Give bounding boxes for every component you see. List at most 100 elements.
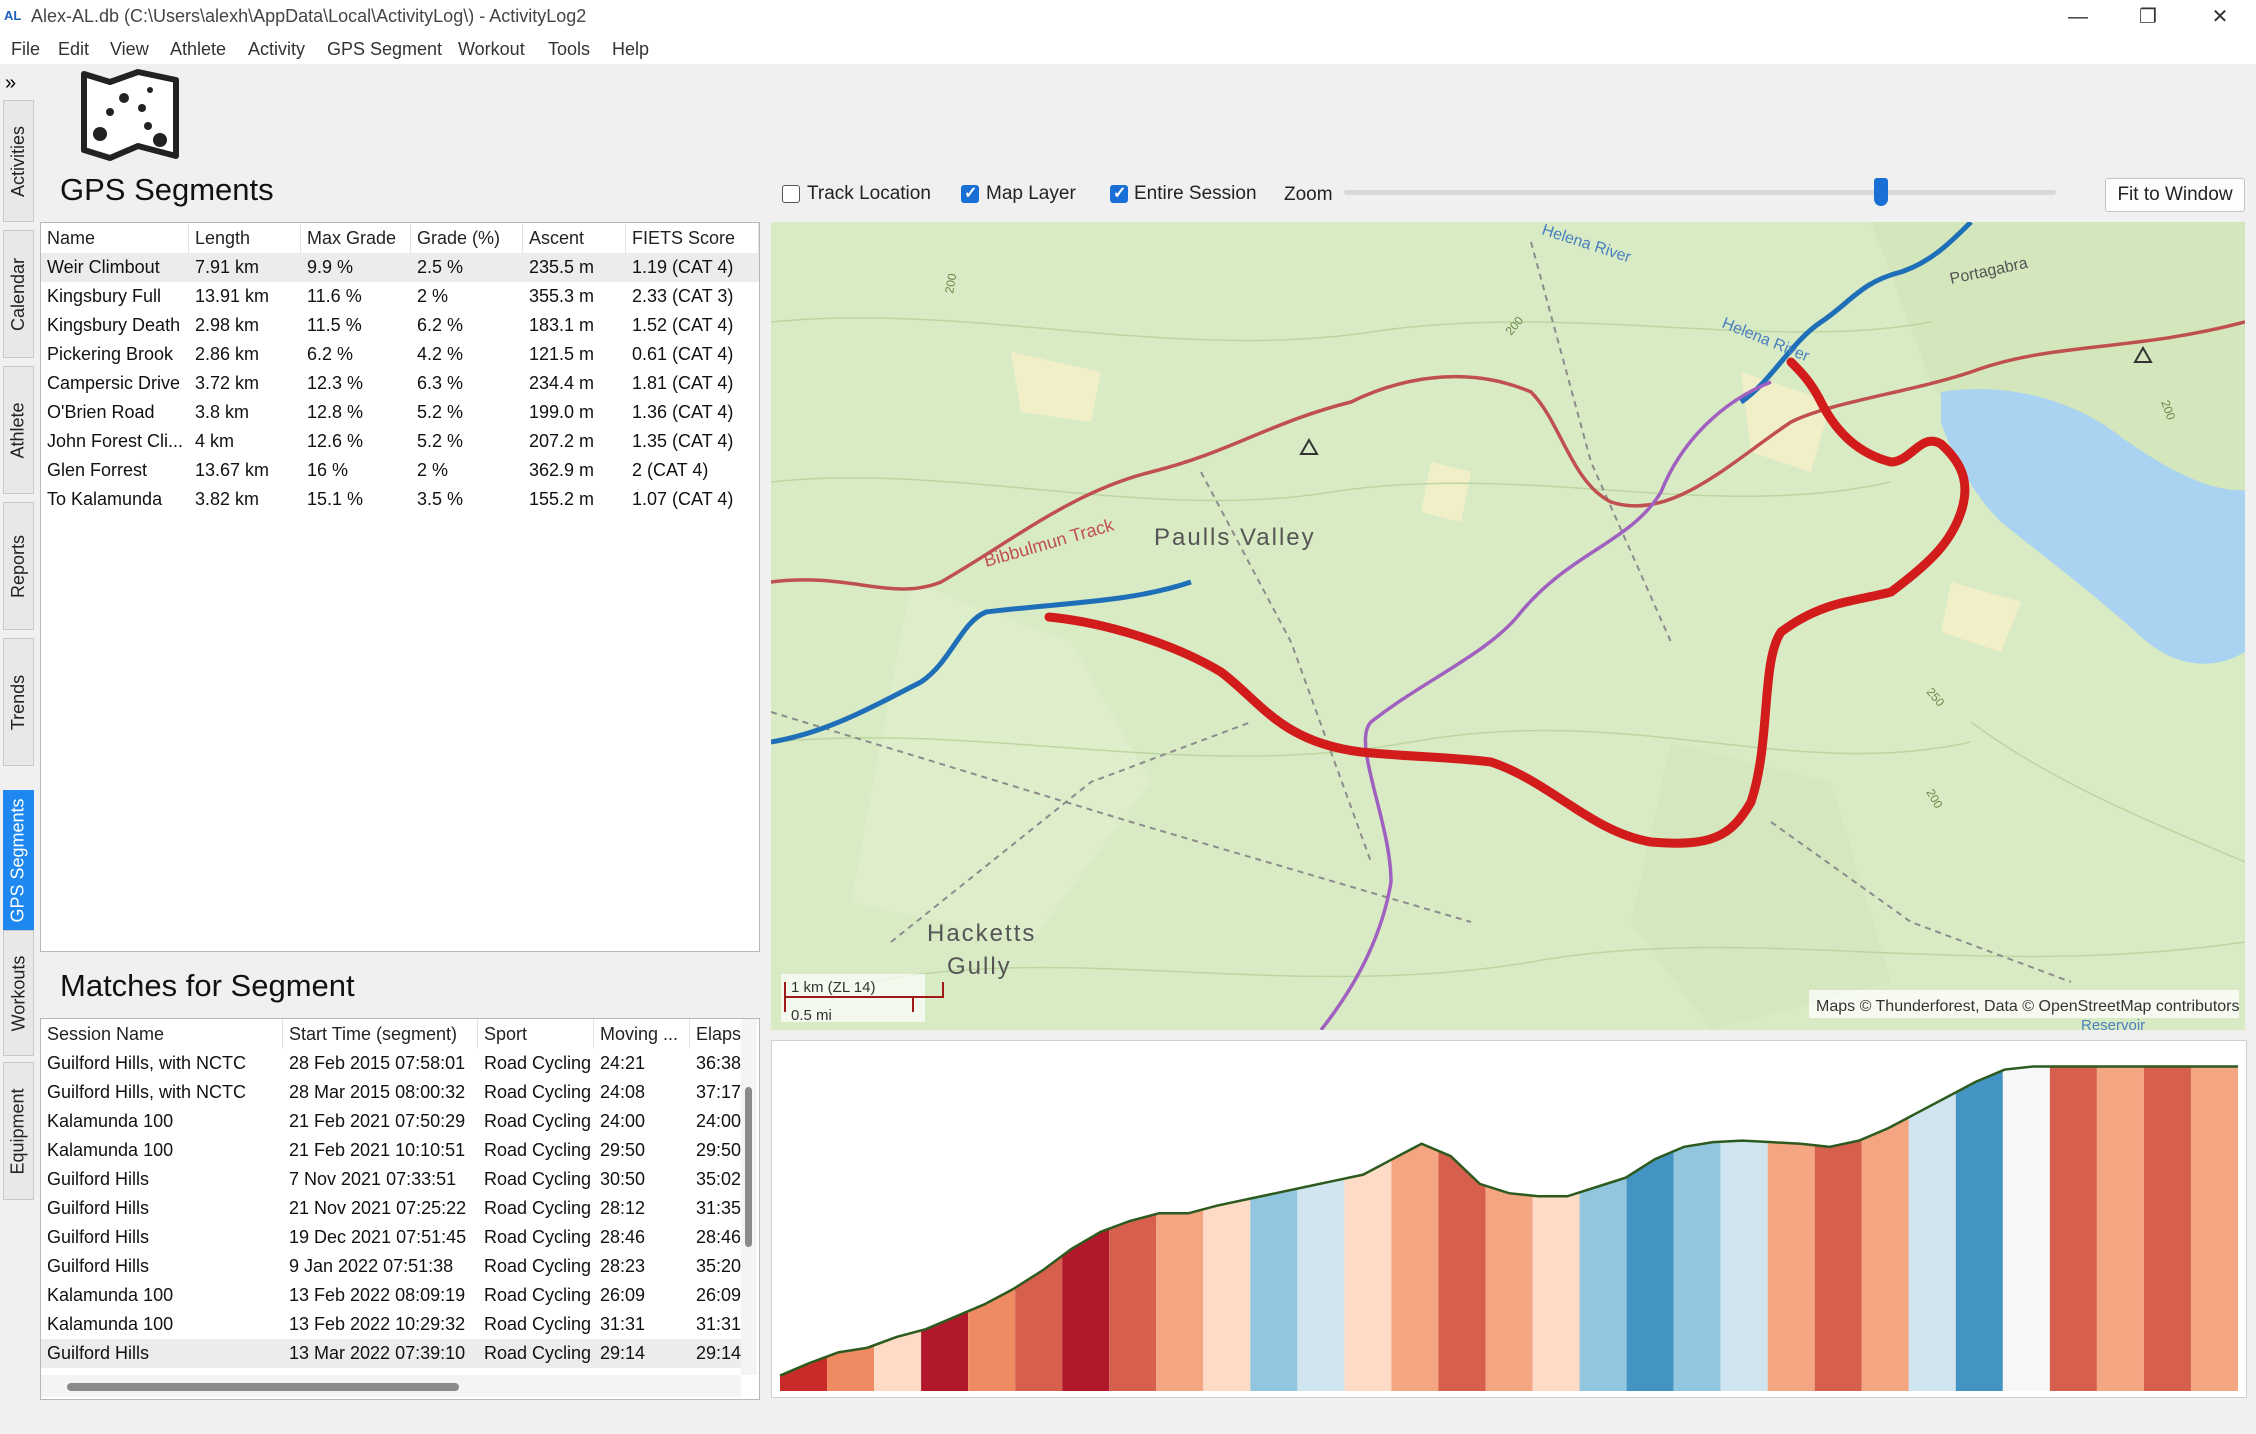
matches-column-header[interactable]: Moving ... bbox=[594, 1019, 690, 1049]
tab-gps-segments[interactable]: GPS Segments bbox=[3, 790, 34, 930]
gps-segments-title: GPS Segments bbox=[60, 172, 274, 207]
matches-table-row[interactable]: Kalamunda 100 13 Feb 2022 10:29:32 Road Cy… bbox=[41, 1310, 741, 1339]
matches-table-cell: 21 Feb 2021 07:50:29 bbox=[289, 1111, 466, 1131]
segments-table-row[interactable]: Campersic Drive 3.72 km 12.3 % 6.3 % 234.4 m… bbox=[41, 369, 759, 398]
segments-table-cell: 207.2 m bbox=[529, 431, 595, 451]
segments-table-row[interactable]: O'Brien Road 3.8 km 12.8 % 5.2 % 199.0 m 1.36… bbox=[41, 398, 759, 427]
matches-column-header[interactable]: Session Name bbox=[41, 1019, 283, 1049]
segments-table-row[interactable]: Glen Forrest 13.67 km 16 % 2 % 362.9 m 2 (CAT… bbox=[41, 456, 759, 485]
segments-table-cell: 3.82 km bbox=[195, 489, 260, 509]
segments-column-header[interactable]: FIETS Score bbox=[626, 223, 759, 253]
menu-activity[interactable]: Activity bbox=[248, 39, 306, 59]
matches-table-row[interactable]: Kalamunda 100 21 Feb 2021 10:10:51 Road Cy… bbox=[41, 1136, 741, 1165]
track-location-checkbox[interactable] bbox=[782, 185, 800, 203]
map-label-reservoir: Reservoir bbox=[2081, 1017, 2145, 1030]
matches-table-row[interactable]: Kalamunda 100 21 Feb 2021 07:50:29 Road Cy… bbox=[41, 1107, 741, 1136]
matches-column-header[interactable]: Start Time (segment) bbox=[283, 1019, 478, 1049]
tab-equipment[interactable]: Equipment bbox=[3, 1062, 34, 1200]
matches-vscroll-thumb[interactable] bbox=[745, 1087, 752, 1247]
segments-table-row[interactable]: Pickering Brook 2.86 km 6.2 % 4.2 % 121.5 m 0… bbox=[41, 340, 759, 369]
segments-table-row[interactable]: To Kalamunda 3.82 km 15.1 % 3.5 % 155.2 m 1.0… bbox=[41, 485, 759, 514]
menu-athlete[interactable]: Athlete bbox=[170, 39, 227, 59]
segments-column-header[interactable]: Name bbox=[41, 223, 189, 253]
segments-table-row[interactable]: Kingsbury Death 2.98 km 11.5 % 6.2 % 183.1 m… bbox=[41, 311, 759, 340]
matches-table-cell: 35:20 bbox=[696, 1256, 742, 1276]
segments-table-cell: 2 % bbox=[417, 286, 449, 306]
menu-file[interactable]: File bbox=[11, 39, 41, 59]
matches-table-row[interactable]: Kalamunda 100 13 Feb 2022 08:09:19 Road Cy… bbox=[41, 1281, 741, 1310]
matches-table-cell: 30:50 bbox=[600, 1169, 646, 1189]
matches-table-row[interactable]: Guilford Hills 9 Jan 2022 07:51:38 Road Cy… bbox=[41, 1252, 741, 1281]
minimize-button[interactable]: — bbox=[2068, 6, 2088, 28]
tab-athlete[interactable]: Athlete bbox=[3, 366, 34, 494]
segments-table-cell: 11.6 % bbox=[307, 286, 362, 306]
segments-column-header[interactable]: Length bbox=[189, 223, 301, 253]
map-label-hacketts: Hacketts bbox=[927, 920, 1036, 947]
segments-column-header[interactable]: Max Grade bbox=[301, 223, 411, 253]
entire-session-checkbox[interactable] bbox=[1110, 183, 1128, 203]
matches-horizontal-scrollbar[interactable] bbox=[41, 1375, 741, 1397]
matches-table-cell: 29:14 bbox=[600, 1343, 646, 1363]
matches-table-cell: Road Cycling bbox=[484, 1314, 592, 1334]
menu-bar: File Edit View Athlete Activity GPS Segm… bbox=[0, 34, 2256, 64]
matches-table-row[interactable]: Guilford Hills, with NCTC 28 Mar 2015 08:… bbox=[41, 1078, 741, 1107]
menu-help[interactable]: Help bbox=[612, 39, 650, 59]
grade-band bbox=[968, 1287, 1016, 1391]
segments-table-row[interactable]: Kingsbury Full 13.91 km 11.6 % 2 % 355.3 m 2.… bbox=[41, 282, 759, 311]
matches-vertical-scrollbar[interactable] bbox=[741, 1019, 757, 1375]
matches-column-header[interactable]: Elaps bbox=[690, 1019, 742, 1049]
tab-trends[interactable]: Trends bbox=[3, 638, 34, 766]
grade-band bbox=[1109, 1214, 1157, 1391]
matches-table-row[interactable]: Guilford Hills 13 Mar 2022 07:39:10 Road C… bbox=[41, 1339, 741, 1368]
menu-edit[interactable]: Edit bbox=[58, 39, 90, 59]
zoom-slider-track[interactable] bbox=[1344, 190, 2056, 195]
matches-table-cell: 28 Mar 2015 08:00:32 bbox=[289, 1082, 466, 1102]
close-button[interactable]: ✕ bbox=[2211, 6, 2229, 28]
menu-gps-segment[interactable]: GPS Segment bbox=[327, 39, 443, 59]
matches-table-row[interactable]: Guilford Hills, with NCTC 28 Feb 2015 07:… bbox=[41, 1049, 741, 1078]
map-view[interactable]: Paulls Valley Bibbulmun Track Helena Riv… bbox=[771, 222, 2245, 1030]
matches-table-row[interactable]: Guilford Hills 7 Nov 2021 07:33:51 Road Cy… bbox=[41, 1165, 741, 1194]
matches-table-cell: 19 Dec 2021 07:51:45 bbox=[289, 1227, 467, 1247]
segments-table-cell: Campersic Drive bbox=[47, 373, 181, 393]
matches-column-header[interactable]: Sport bbox=[478, 1019, 594, 1049]
gps-segments-map-icon bbox=[81, 69, 179, 161]
menu-tools[interactable]: Tools bbox=[548, 39, 591, 59]
grade-band bbox=[1814, 1139, 1862, 1391]
segments-table-row[interactable]: Weir Climbout 7.91 km 9.9 % 2.5 % 235.5 m 1.1… bbox=[41, 253, 759, 282]
matches-table-cell: 28 Feb 2015 07:58:01 bbox=[289, 1053, 466, 1073]
fit-to-window-button[interactable]: Fit to Window bbox=[2105, 178, 2245, 212]
segments-column-header[interactable]: Ascent bbox=[523, 223, 626, 253]
matches-table-cell: 7 Nov 2021 07:33:51 bbox=[289, 1169, 457, 1189]
elevation-chart-panel bbox=[771, 1040, 2247, 1398]
tab-reports[interactable]: Reports bbox=[3, 502, 34, 630]
segments-table-cell: 0.61 (CAT 4) bbox=[632, 344, 734, 364]
matches-table-cell: Road Cycling bbox=[484, 1169, 592, 1189]
grade-band bbox=[1720, 1140, 1768, 1391]
map-scale-mi: 0.5 mi bbox=[791, 1007, 832, 1024]
matches-table-cell: Kalamunda 100 bbox=[47, 1140, 174, 1160]
segments-column-header[interactable]: Grade (%) bbox=[411, 223, 523, 253]
tab-calendar[interactable]: Calendar bbox=[3, 230, 34, 358]
matches-table-row[interactable]: Guilford Hills 21 Nov 2021 07:25:22 Road C… bbox=[41, 1194, 741, 1223]
menu-view[interactable]: View bbox=[110, 39, 149, 59]
zoom-slider-thumb[interactable] bbox=[1874, 178, 1889, 206]
segments-table-cell: To Kalamunda bbox=[47, 489, 163, 509]
tab-workouts[interactable]: Workouts bbox=[3, 930, 34, 1056]
restore-button[interactable]: ❐ bbox=[2139, 6, 2157, 28]
segments-table-cell: 2 (CAT 4) bbox=[632, 460, 709, 480]
map-layer-checkbox[interactable] bbox=[961, 183, 979, 203]
matches-hscroll-thumb[interactable] bbox=[67, 1383, 459, 1391]
map-label-gully: Gully bbox=[947, 953, 1012, 980]
matches-table-row[interactable]: Guilford Hills 19 Dec 2021 07:51:45 Road C… bbox=[41, 1223, 741, 1252]
matches-table-cell: 28:46 bbox=[696, 1227, 742, 1247]
tab-activities[interactable]: Activities bbox=[3, 100, 34, 222]
menu-workout[interactable]: Workout bbox=[458, 39, 525, 59]
segments-table-row[interactable]: John Forest Cli... 4 km 12.6 % 5.2 % 207.2 m… bbox=[41, 427, 759, 456]
matches-table-cell: 31:35 bbox=[696, 1198, 742, 1218]
segments-table-cell: 12.3 % bbox=[307, 373, 364, 393]
map-contour-label-e: 200 bbox=[2158, 398, 2178, 422]
grade-band bbox=[1579, 1177, 1627, 1391]
grade-band bbox=[1344, 1159, 1392, 1391]
expand-sidebar-icon[interactable]: » bbox=[5, 72, 17, 94]
